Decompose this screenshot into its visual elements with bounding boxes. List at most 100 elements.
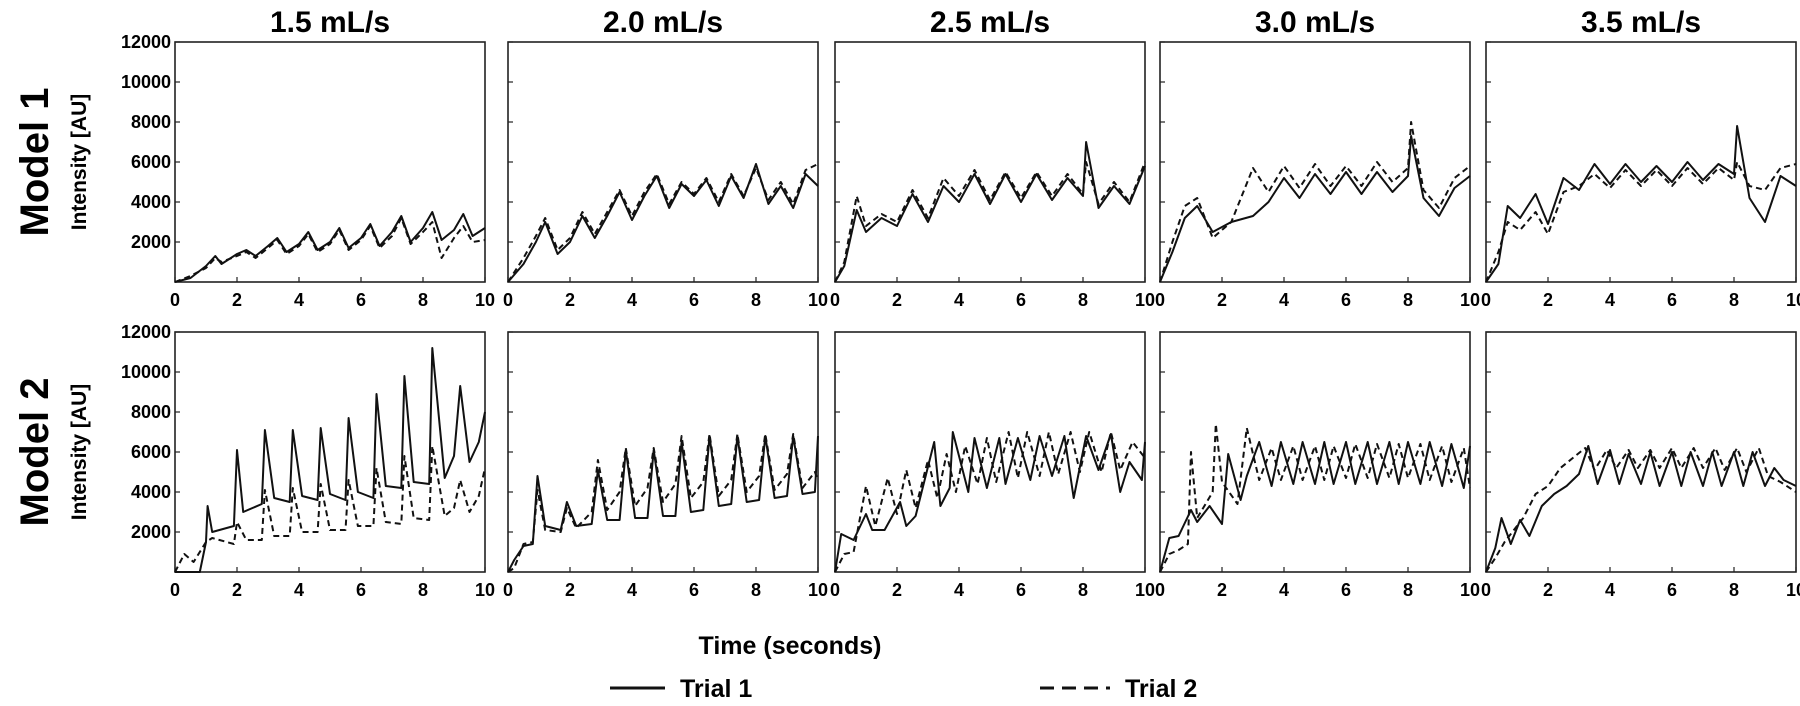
x-tick-label: 8 [751,580,761,600]
panel-model-2-2-5-ml-s: 0 2 4 6 8 10 [830,331,1155,600]
series-line-trial-1 [1485,125,1797,283]
x-tick-label: 6 [689,580,699,600]
series-line-trial-2 [1485,447,1797,573]
x-tick-label: 6 [1016,290,1026,310]
series-line-trial-1 [175,347,486,573]
series-line-trial-2 [834,431,1146,573]
panel-frame [834,41,1146,283]
x-tick-label: 8 [418,580,428,600]
panel-frame [1485,41,1797,283]
x-tick-label: 8 [1078,290,1088,310]
panel-frame [174,41,486,283]
x-tick-label: 2 [1217,580,1227,600]
x-tick-label: 2 [565,580,575,600]
series-line-trial-2 [507,433,819,573]
x-tick-label: 6 [1016,580,1026,600]
x-tick-label: 10 [1135,290,1155,310]
y-tick-label: 10000 [121,362,171,382]
x-tick-label: 4 [1279,290,1289,310]
x-tick-label: 6 [689,290,699,310]
x-tick-label: 8 [1729,580,1739,600]
x-axis-label: Time (seconds) [699,632,882,660]
series-line-trial-2 [174,445,486,573]
y-axis-label-model-1: Intensity [AU] [68,94,91,231]
x-tick-label: 4 [294,290,304,310]
series-line-trial-1 [834,141,1146,283]
x-tick-label: 0 [1481,290,1491,310]
panel-frame [174,331,486,573]
x-tick-label: 0 [830,580,840,600]
y-tick-label: 4000 [131,482,171,502]
x-tick-label: 8 [1403,580,1413,600]
x-tick-label: 4 [1279,580,1289,600]
y-tick-label: 2000 [131,522,171,542]
series-line-trial-2 [834,161,1146,283]
panel-model-1-3-0-ml-s: 0 2 4 6 8 10 [1155,41,1480,310]
model-titles: Model 1 Intensity [AU] Model 2 Intensity [A… [13,88,91,527]
model-title-model-1: Model 1 [13,88,57,237]
x-tick-label: 0 [170,580,180,600]
x-tick-label: 4 [1605,580,1615,600]
x-tick-label: 6 [356,580,366,600]
x-tick-label: 10 [1135,580,1155,600]
series-line-trial-2 [507,163,819,283]
x-tick-label: 10 [475,290,495,310]
series-line-trial-1 [834,431,1146,573]
x-tick-label: 4 [627,580,637,600]
x-tick-label: 0 [830,290,840,310]
y-tick-label: 4000 [131,192,171,212]
x-tick-label: 10 [475,580,495,600]
flow-rate-title-2-5-ml-s: 2.5 mL/s [930,6,1050,39]
y-tick-label: 8000 [131,402,171,422]
series-line-trial-1 [1159,135,1471,283]
panel-frame [507,41,819,283]
panel-model-1-3-5-ml-s: 0 2 4 6 8 10 [1481,41,1800,310]
x-tick-label: 8 [1729,290,1739,310]
x-tick-label: 8 [751,290,761,310]
series-line-trial-2 [174,217,486,283]
y-tick-label: 6000 [131,442,171,462]
legend-trial-1-label: Trial 1 [680,675,752,703]
x-tick-label: 4 [627,290,637,310]
x-tick-label: 8 [1078,580,1088,600]
x-tick-label: 2 [892,580,902,600]
y-tick-label: 6000 [131,152,171,172]
panel-model-2-2-0-ml-s: 0 2 4 6 8 10 [503,331,828,600]
x-tick-label: 10 [1786,580,1800,600]
panel-frame [834,331,1146,573]
x-tick-label: 0 [503,580,513,600]
x-tick-label: 2 [1543,290,1553,310]
x-tick-label: 0 [503,290,513,310]
x-tick-label: 6 [1341,290,1351,310]
panel-model-1-1-5-ml-s: 0 2 4 6 8 10 2000 4000 6000 8000 10000 12000 [121,32,495,310]
x-tick-label: 10 [1460,290,1480,310]
panel-model-1-2-0-ml-s: 0 2 4 6 8 10 [503,41,828,310]
x-tick-label: 8 [1403,290,1413,310]
panel-model-2-3-5-ml-s: 0 2 4 6 8 10 [1481,331,1800,600]
series-line-trial-1 [174,211,486,283]
panel-model-2-3-0-ml-s: 0 2 4 6 8 10 [1155,331,1480,600]
series-line-trial-2 [1159,423,1471,573]
flow-rate-title-3-0-ml-s: 3.0 mL/s [1255,6,1375,39]
legend: Trial 1 Trial 2 [610,675,1197,703]
y-tick-label: 8000 [131,112,171,132]
panel-frame [1485,331,1797,573]
x-tick-label: 4 [294,580,304,600]
x-tick-label: 6 [1667,580,1677,600]
x-tick-label: 8 [418,290,428,310]
y-tick-label: 10000 [121,72,171,92]
x-tick-label: 2 [1217,290,1227,310]
flow-rate-titles: 1.5 mL/s 2.0 mL/s 2.5 mL/s 3.0 mL/s 3.5 mL/s [270,6,1701,39]
x-tick-label: 4 [954,580,964,600]
series-line-trial-2 [1485,161,1797,283]
flow-rate-title-3-5-ml-s: 3.5 mL/s [1581,6,1701,39]
x-tick-label: 6 [1667,290,1677,310]
y-tick-label: 2000 [131,232,171,252]
x-tick-label: 0 [1155,580,1165,600]
x-tick-label: 4 [954,290,964,310]
x-tick-label: 0 [1481,580,1491,600]
y-tick-label: 12000 [121,32,171,52]
x-tick-label: 0 [170,290,180,310]
